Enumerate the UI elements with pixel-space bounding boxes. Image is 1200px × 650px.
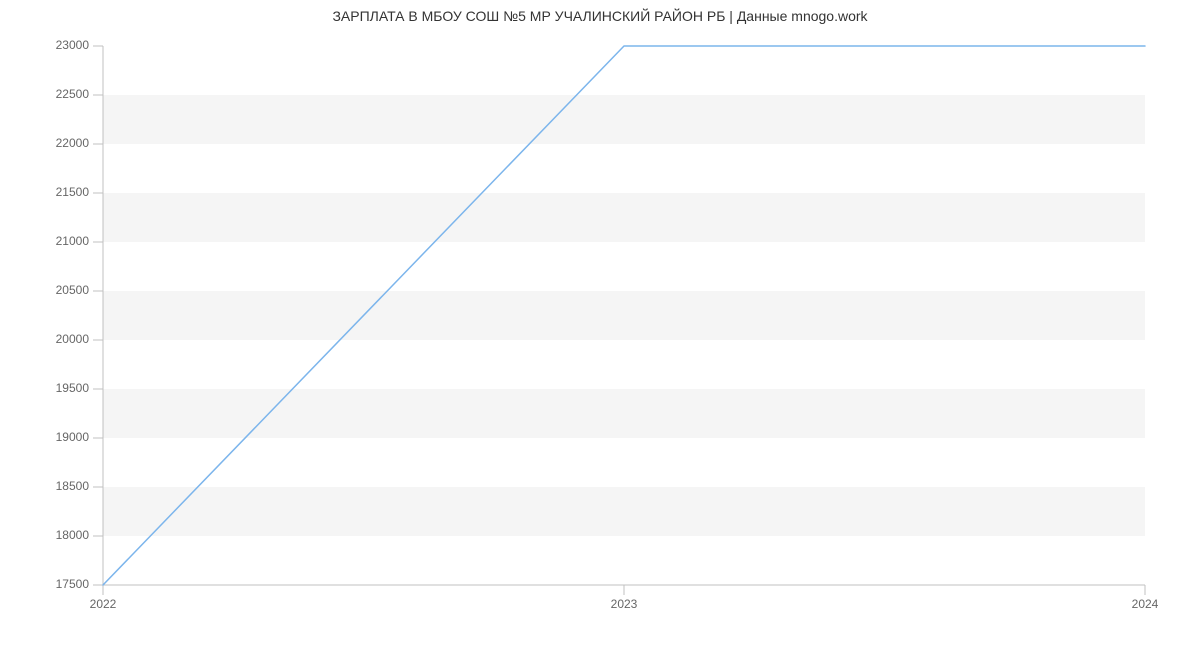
y-tick-label: 22000 [56, 136, 90, 150]
y-tick-label: 18000 [56, 528, 90, 542]
chart-title: ЗАРПЛАТА В МБОУ СОШ №5 МР УЧАЛИНСКИЙ РАЙ… [0, 8, 1200, 24]
y-tick-label: 23000 [56, 38, 90, 52]
grid-band [103, 389, 1145, 438]
grid-band [103, 193, 1145, 242]
y-tick-label: 18500 [56, 479, 90, 493]
grid-band [103, 95, 1145, 144]
grid-band [103, 291, 1145, 340]
y-tick-label: 17500 [56, 577, 90, 591]
x-tick-label: 2022 [90, 597, 117, 611]
y-tick-label: 19000 [56, 430, 90, 444]
chart-svg: 17500 18000 18500 19000 19500 20000 20500 21000… [0, 0, 1200, 650]
x-tick-label: 2024 [1132, 597, 1159, 611]
y-tick-label: 22500 [56, 87, 90, 101]
y-tick-label: 19500 [56, 381, 90, 395]
y-tick-label: 21000 [56, 234, 90, 248]
y-tick-label: 20500 [56, 283, 90, 297]
salary-chart: ЗАРПЛАТА В МБОУ СОШ №5 МР УЧАЛИНСКИЙ РАЙ… [0, 0, 1200, 650]
x-tick-label: 2023 [611, 597, 638, 611]
y-tick-label: 20000 [56, 332, 90, 346]
y-tick-label: 21500 [56, 185, 90, 199]
grid-band [103, 487, 1145, 536]
